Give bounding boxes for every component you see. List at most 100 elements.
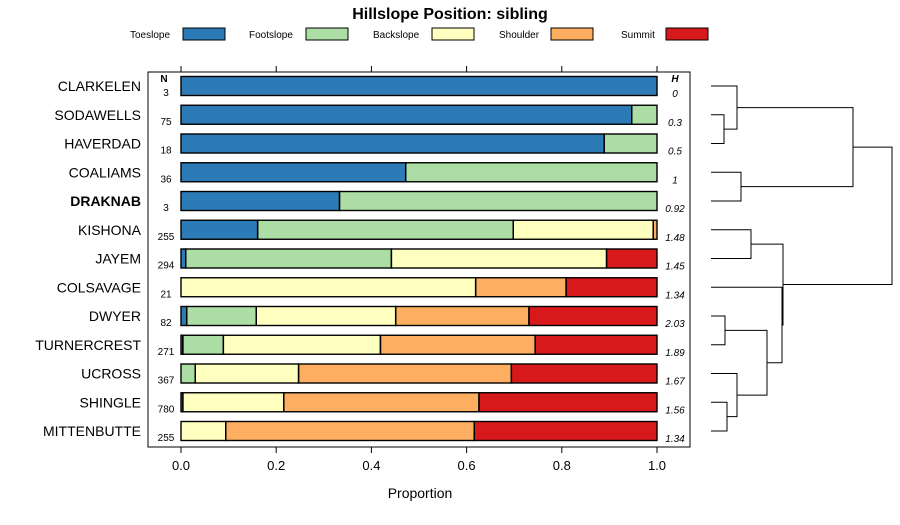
row-label: JAYEM bbox=[95, 251, 141, 267]
bar-segment-toeslope bbox=[181, 162, 406, 182]
dendrogram-link bbox=[737, 107, 854, 188]
bar-segment-border bbox=[528, 305, 658, 327]
row-n: 780 bbox=[158, 404, 175, 415]
legend-swatch bbox=[182, 27, 226, 41]
row-h: 0.92 bbox=[665, 204, 685, 215]
legend-swatch bbox=[305, 27, 349, 41]
bar-segment-footslope bbox=[181, 364, 196, 383]
bar-segment-border bbox=[478, 392, 658, 413]
legend-label: Toeslope bbox=[130, 30, 170, 41]
row-h: 1.45 bbox=[665, 262, 685, 273]
bar-segment-border bbox=[652, 219, 658, 240]
x-axis-label: Proportion bbox=[388, 485, 453, 501]
bar-segment-toeslope bbox=[181, 392, 183, 412]
bar-segment-footslope bbox=[182, 335, 224, 355]
bar-segment-footslope bbox=[339, 191, 657, 211]
row-n: 75 bbox=[160, 117, 172, 128]
row-label: KISHONA bbox=[78, 222, 142, 238]
dendrogram-link bbox=[711, 229, 752, 259]
legend-label: Backslope bbox=[373, 30, 420, 41]
bar-segment-summit bbox=[528, 306, 657, 326]
bar-segment-summit bbox=[566, 277, 657, 297]
bar-segment-summit bbox=[535, 335, 657, 355]
bar-segment-shoulder bbox=[653, 220, 657, 240]
bar-segment-backslope bbox=[181, 277, 476, 297]
bar-segment-border bbox=[605, 248, 658, 269]
bar-segment-summit bbox=[606, 249, 657, 268]
bar-segment-border bbox=[534, 334, 658, 355]
bar-segment-border bbox=[603, 133, 658, 154]
row-h: 1.89 bbox=[665, 348, 685, 359]
bar-segment-shoulder bbox=[380, 335, 536, 355]
legend-label: Shoulder bbox=[499, 30, 540, 41]
row-label: CLARKELEN bbox=[58, 78, 141, 94]
bar-segment-summit bbox=[478, 392, 657, 412]
bar-segment-footslope bbox=[604, 134, 657, 153]
bar-segment-footslope bbox=[186, 306, 257, 326]
chart-title: Hillslope Position: sibling bbox=[352, 6, 548, 23]
bar-segment-shoulder bbox=[475, 277, 567, 297]
bar-segment-backslope bbox=[513, 220, 654, 240]
rows: CLARKELEN 3 0 SODAWELLS 75 0.3 HAVERDAD 18 0.5 CO… bbox=[35, 75, 685, 445]
row-h: 1.48 bbox=[665, 233, 685, 244]
legend-swatch bbox=[550, 27, 594, 41]
dendrogram-link bbox=[711, 171, 742, 202]
x-tick-label: 0.4 bbox=[362, 458, 380, 473]
legend-label: Summit bbox=[621, 30, 655, 41]
row-h: 1.67 bbox=[665, 377, 685, 388]
dendrogram-link bbox=[711, 373, 738, 418]
row-label: SHINGLE bbox=[80, 394, 141, 410]
row-n: 294 bbox=[158, 261, 175, 272]
n-header: N bbox=[160, 74, 167, 85]
dendrogram-link bbox=[725, 329, 768, 396]
row-h: 0.5 bbox=[668, 147, 682, 158]
bar-segment-border bbox=[631, 104, 658, 125]
row-n: 82 bbox=[160, 318, 172, 329]
bar-segment-border bbox=[180, 75, 658, 97]
bar-segment-toeslope bbox=[181, 249, 186, 268]
bar-segment-toeslope bbox=[181, 220, 258, 240]
bar-segment-border bbox=[565, 277, 658, 298]
bar-segment-shoulder bbox=[395, 306, 529, 326]
bar-segment-backslope bbox=[195, 364, 299, 383]
row-n: 3 bbox=[163, 88, 169, 99]
row-n: 367 bbox=[158, 376, 175, 387]
bar-segment-border bbox=[338, 190, 658, 212]
bar-segment-footslope bbox=[405, 162, 657, 182]
dendrogram bbox=[711, 85, 893, 432]
bar-segment-shoulder bbox=[225, 421, 475, 441]
dendrogram-link bbox=[751, 243, 784, 326]
row-h: 1.34 bbox=[665, 290, 685, 301]
bar-segment-footslope bbox=[631, 105, 657, 125]
row-h: 1.34 bbox=[665, 434, 685, 445]
row-h: 1 bbox=[672, 175, 678, 186]
row-n: 255 bbox=[158, 433, 175, 444]
row-label: COALIAMS bbox=[69, 164, 141, 180]
row-label: DRAKNAB bbox=[70, 193, 141, 209]
legend-label: Footslope bbox=[249, 30, 293, 41]
bar-segment-toeslope bbox=[181, 134, 605, 153]
row-n: 3 bbox=[163, 203, 169, 214]
legend-swatch bbox=[665, 27, 709, 41]
row-label: TURNERCREST bbox=[35, 337, 141, 353]
x-tick-label: 1.0 bbox=[648, 458, 666, 473]
row-h: 2.03 bbox=[664, 319, 685, 330]
row-n: 271 bbox=[158, 347, 175, 358]
row-label: SODAWELLS bbox=[54, 107, 141, 123]
bar-segment-backslope bbox=[256, 306, 396, 326]
x-tick-label: 0.0 bbox=[172, 458, 190, 473]
bar-segment-border bbox=[473, 420, 658, 442]
bar-segment-toeslope bbox=[181, 335, 183, 355]
bar-segment-border bbox=[510, 363, 658, 384]
x-tick-label: 0.2 bbox=[267, 458, 285, 473]
bar-segment-toeslope bbox=[181, 306, 187, 326]
dendrogram-link bbox=[711, 114, 725, 144]
row-label: MITTENBUTTE bbox=[43, 423, 141, 439]
bar-segment-backslope bbox=[391, 249, 607, 268]
dendrogram-link bbox=[711, 286, 783, 364]
row-h: 0 bbox=[672, 89, 678, 100]
legend: Toeslope Footslope Backslope Shoulder Summit bbox=[130, 27, 709, 41]
x-axis: 0.0 0.2 0.4 0.6 0.8 1.0 bbox=[172, 66, 666, 473]
bar-segment-summit bbox=[511, 364, 657, 383]
